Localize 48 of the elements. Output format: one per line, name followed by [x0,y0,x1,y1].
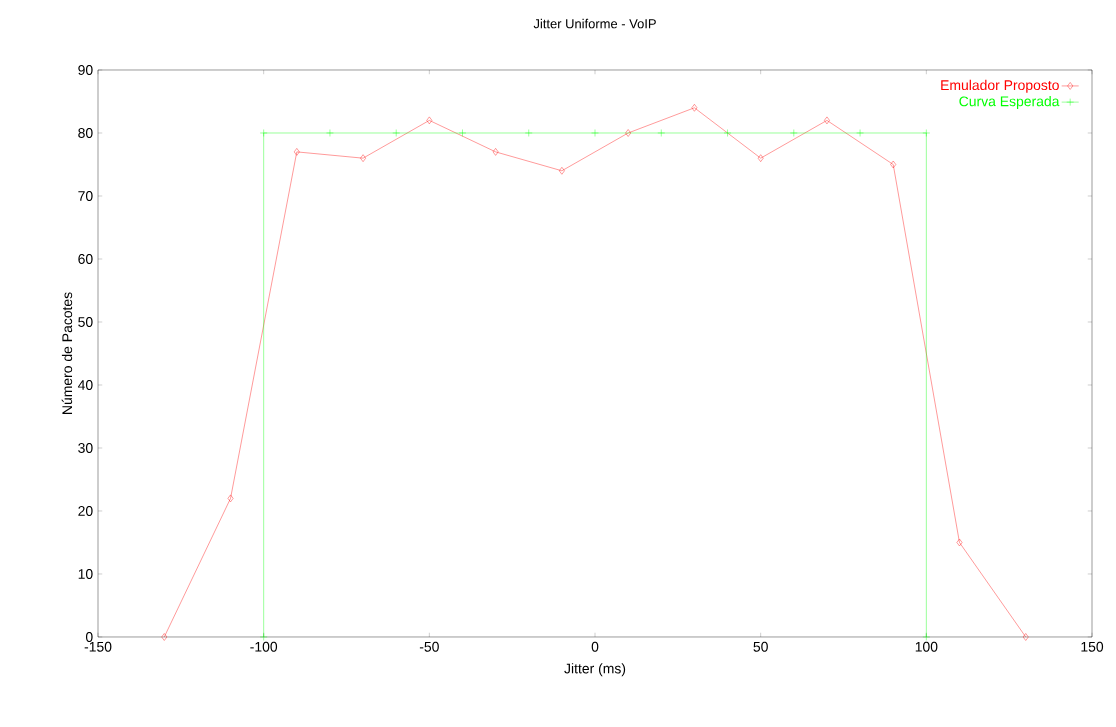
point [525,129,533,137]
point [956,538,963,547]
x-tick-label: -100 [250,641,278,652]
legend-label: Curva Esperada [959,96,1060,110]
legend-label: Emulador Proposto [941,79,1059,93]
y-tick-label: 90 [78,65,93,75]
chart-title: Jitter Uniforme - VoIP [533,18,656,29]
point [856,129,864,137]
x-tick-label: 50 [753,641,768,652]
point [360,154,366,162]
point [492,148,499,156]
point [890,160,897,169]
y-tick-label: 50 [78,317,93,327]
x-tick-label: 0 [591,641,599,652]
x-axis-title: Jitter (ms) [564,663,626,677]
point [1022,633,1029,641]
y-tick-label: 20 [78,506,93,516]
y-tick-label: 0 [85,632,93,642]
point [161,633,168,641]
y-tick-label: 10 [78,569,93,579]
point [227,494,234,503]
point [922,633,931,641]
point [392,129,400,137]
point [259,129,268,137]
y-axis-title: Número de Pacotes [61,292,73,414]
x-tick-label: -150 [84,641,112,652]
y-tick-label: 30 [78,443,93,453]
point [326,129,334,137]
y-tick-label: 40 [77,380,93,390]
y-tick-label: 60 [78,254,93,264]
point [426,116,433,125]
point [723,129,732,137]
point [559,167,565,175]
point [458,129,467,137]
point [922,129,931,137]
x-tick-label: 150 [1081,641,1104,652]
x-tick-label: 100 [915,641,938,652]
x-tick-label: -50 [419,641,439,652]
y-tick-label: 70 [78,191,93,201]
point [591,129,599,137]
point [657,129,665,137]
point [790,129,798,137]
y-tick-label: 80 [78,128,93,138]
point [259,633,268,641]
point [625,129,631,137]
point [757,154,764,162]
point [293,148,300,156]
point [691,104,698,112]
